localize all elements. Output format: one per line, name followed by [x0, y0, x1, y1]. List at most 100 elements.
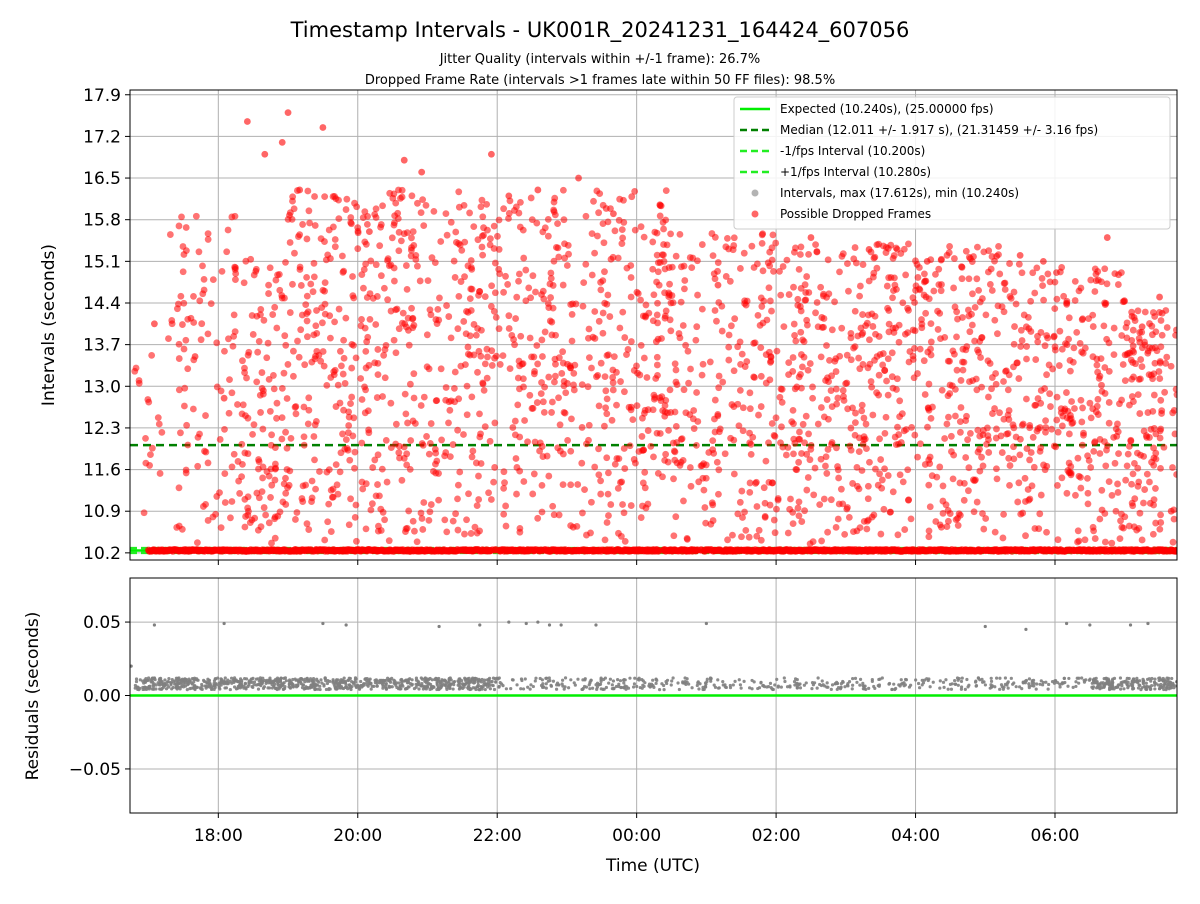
residual-point	[1145, 682, 1148, 685]
dropped-frame-point	[703, 475, 710, 482]
dropped-frame-point	[1042, 417, 1049, 424]
dropped-frame-point	[890, 385, 897, 392]
residual-point	[283, 681, 286, 684]
dropped-frame-point	[967, 430, 974, 437]
dropped-frame-point	[520, 478, 527, 485]
dropped-frame-point	[374, 346, 381, 353]
residual-point	[670, 679, 673, 682]
dropped-frame-point	[539, 353, 546, 360]
dropped-frame-point	[973, 376, 980, 383]
dropped-frame-point	[463, 516, 470, 523]
residual-point	[526, 686, 529, 689]
residual-point	[406, 679, 409, 682]
residual-point	[851, 677, 854, 680]
dropped-frame-point	[454, 496, 461, 503]
dropped-frame-point	[304, 333, 311, 340]
dropped-frame-point	[585, 335, 592, 342]
dropped-frame-point	[532, 289, 539, 296]
dropped-frame-point	[497, 361, 504, 368]
dropped-frame-point	[617, 479, 624, 486]
residual-point	[534, 679, 537, 682]
dropped-frame-point	[600, 330, 607, 337]
residual-point	[1000, 683, 1003, 686]
dropped-frame-point	[556, 512, 563, 519]
dropped-frame-point	[657, 430, 664, 437]
dropped-frame-point	[255, 456, 262, 463]
dropped-frame-point	[1089, 312, 1096, 319]
dropped-frame-point	[190, 406, 197, 413]
residual-point	[783, 680, 786, 683]
residual-point	[381, 687, 384, 690]
dropped-frame-point	[1030, 434, 1037, 441]
dropped-frame-point	[545, 216, 552, 223]
dropped-frame-point	[993, 426, 1000, 433]
dropped-frame-point	[905, 307, 912, 314]
dropped-frame-point	[963, 248, 970, 255]
dropped-frame-point	[805, 431, 812, 438]
dropped-frame-point	[1006, 482, 1013, 489]
residual-point	[545, 682, 548, 685]
dropped-frame-point	[208, 300, 215, 307]
dropped-frame-point	[936, 464, 943, 471]
residual-point	[686, 677, 689, 680]
dropped-frame-point	[1047, 403, 1054, 410]
dropped-frame-point	[335, 197, 342, 204]
residual-point	[480, 680, 483, 683]
residual-point	[473, 681, 476, 684]
dropped-frame-point	[343, 206, 350, 213]
dropped-frame-point	[339, 431, 346, 438]
dropped-frame-point	[436, 295, 443, 302]
dropped-frame-point	[1018, 327, 1025, 334]
dropped-frame-point	[755, 312, 762, 319]
dropped-frame-point	[1006, 260, 1013, 267]
dropped-frame-point	[970, 253, 977, 260]
dropped-frame-point	[287, 309, 294, 316]
dropped-frame-point	[777, 292, 784, 299]
dropped-frame-point	[396, 325, 403, 332]
dropped-frame-point	[889, 349, 896, 356]
dropped-frame-point	[379, 202, 386, 209]
dropped-frame-point	[488, 496, 495, 503]
dropped-frame-point	[533, 220, 540, 227]
dropped-frame-point	[734, 401, 741, 408]
dropped-frame-point	[702, 520, 709, 527]
residual-point	[862, 684, 865, 687]
dropped-frame-point	[932, 271, 939, 278]
dropped-frame-point	[147, 451, 154, 458]
dropped-frame-point	[669, 264, 676, 271]
dropped-frame-point	[278, 436, 285, 443]
dropped-frame-point	[392, 441, 399, 448]
dropped-frame-point	[731, 367, 738, 374]
dropped-frame-point	[1151, 392, 1158, 399]
dropped-frame-point	[250, 331, 257, 338]
dropped-frame-point	[534, 187, 541, 194]
dropped-frame-point	[866, 336, 873, 343]
dropped-frame-point	[741, 297, 748, 304]
residual-point	[498, 685, 501, 688]
dropped-frame-point	[290, 373, 297, 380]
dropped-frame-point	[343, 196, 350, 203]
residual-point	[404, 687, 407, 690]
dropped-frame-point	[376, 242, 383, 249]
residual-point	[252, 683, 255, 686]
dropped-frame-point	[1095, 396, 1102, 403]
dropped-frame-point	[778, 423, 785, 430]
dropped-frame-point	[322, 279, 329, 286]
residual-point	[369, 677, 372, 680]
dropped-frame-point	[1161, 444, 1168, 451]
residual-point	[177, 686, 180, 689]
dropped-frame-point	[1092, 535, 1099, 542]
dropped-frame-point	[767, 359, 774, 366]
dropped-frame-point	[828, 496, 835, 503]
dropped-frame-point	[531, 471, 538, 478]
dropped-frame-point	[340, 268, 347, 275]
dropped-frame-point	[1094, 369, 1101, 376]
residual-point	[649, 685, 652, 688]
top-y-tick-label: 15.8	[83, 211, 121, 231]
dropped-frame-point	[715, 491, 722, 498]
dropped-frame-point	[257, 392, 264, 399]
dropped-frame-point	[869, 514, 876, 521]
dropped-frame-point	[1089, 405, 1096, 412]
dropped-frame-point	[602, 387, 609, 394]
dropped-frame-point	[337, 400, 344, 407]
